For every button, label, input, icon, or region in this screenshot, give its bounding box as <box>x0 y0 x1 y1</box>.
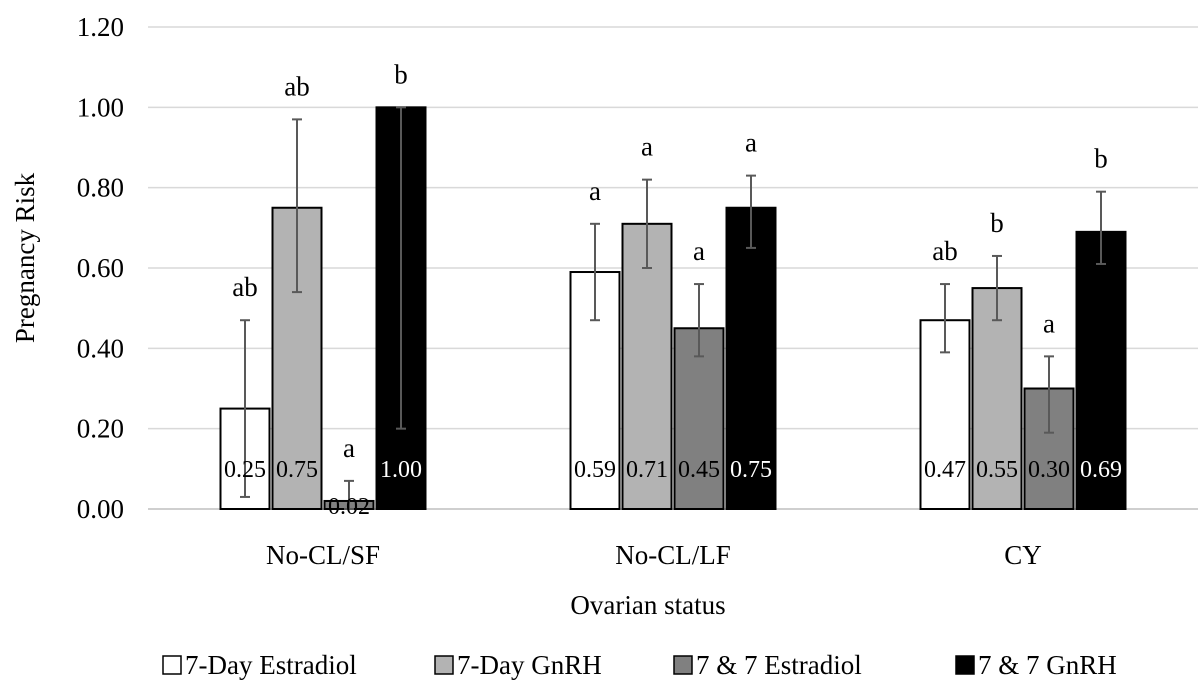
x-category-label: CY <box>1004 540 1042 570</box>
data-label: 0.71 <box>626 457 668 483</box>
significance-letter: a <box>1043 308 1055 338</box>
bar <box>673 327 725 510</box>
x-category-label: No-CL/SF <box>266 540 380 570</box>
significance-letter: a <box>343 433 355 463</box>
legend-label: 7 & 7 GnRH <box>978 650 1117 680</box>
significance-letter: a <box>589 176 601 206</box>
legend-label: 7-Day GnRH <box>457 650 602 680</box>
data-labels: 0.25 0.75 0.02 1.00 0.59 0.71 0.45 0.75 0.47 0.55… <box>224 457 1122 520</box>
data-label: 0.30 <box>1028 457 1070 483</box>
legend-label: 7 & 7 Estradiol <box>696 650 862 680</box>
x-category-label: No-CL/LF <box>615 540 731 570</box>
legend: 7-Day Estradiol 7-Day GnRH 7 & 7 Estradiol… <box>162 650 1117 680</box>
significance-letter: b <box>394 59 408 89</box>
y-tick-label: 0.20 <box>77 414 124 444</box>
legend-item: 7 & 7 GnRH <box>955 650 1117 680</box>
data-label: 0.47 <box>924 457 966 483</box>
bar <box>971 287 1023 511</box>
x-axis-categories: No-CL/SF No-CL/LF CY <box>266 540 1042 570</box>
bars <box>219 106 1127 511</box>
y-tick-label: 0.00 <box>77 494 124 524</box>
significance-letter: ab <box>232 272 257 302</box>
bar <box>621 222 673 510</box>
significance-letter: a <box>745 128 757 158</box>
legend-swatch <box>955 655 975 675</box>
y-tick-label: 0.60 <box>77 253 124 283</box>
significance-letter: b <box>990 208 1004 238</box>
significance-letter: b <box>1094 144 1108 174</box>
legend-swatch <box>434 655 454 675</box>
significance-letter: ab <box>932 236 957 266</box>
bar <box>725 206 777 510</box>
legend-item: 7-Day GnRH <box>434 650 602 680</box>
y-tick-label: 0.80 <box>77 173 124 203</box>
error-bars <box>240 106 1106 510</box>
data-label: 0.75 <box>730 457 772 483</box>
data-label: 0.25 <box>224 457 266 483</box>
legend-swatch <box>673 655 693 675</box>
y-tick-label: 1.00 <box>77 92 124 122</box>
data-label: 0.59 <box>574 457 616 483</box>
significance-letter: a <box>693 236 705 266</box>
legend-label: 7-Day Estradiol <box>185 650 357 680</box>
x-axis-title: Ovarian status <box>570 590 725 620</box>
significance-letter: ab <box>284 71 309 101</box>
y-axis-ticks: 0.00 0.20 0.40 0.60 0.80 1.00 1.20 <box>77 12 124 524</box>
legend-swatch <box>162 655 182 675</box>
data-label: 0.55 <box>976 457 1018 483</box>
data-label: 0.75 <box>276 457 318 483</box>
gridlines <box>148 26 1198 510</box>
data-label: 0.02 <box>328 494 370 520</box>
data-label: 1.00 <box>380 457 422 483</box>
y-tick-label: 1.20 <box>77 12 124 42</box>
legend-item: 7 & 7 Estradiol <box>673 650 862 680</box>
significance-letter: a <box>641 132 653 162</box>
bar <box>1075 230 1127 510</box>
y-axis-title: Pregnancy Risk <box>10 172 40 343</box>
data-label: 0.45 <box>678 457 720 483</box>
data-label: 0.69 <box>1080 457 1122 483</box>
y-tick-label: 0.40 <box>77 333 124 363</box>
legend-item: 7-Day Estradiol <box>162 650 357 680</box>
